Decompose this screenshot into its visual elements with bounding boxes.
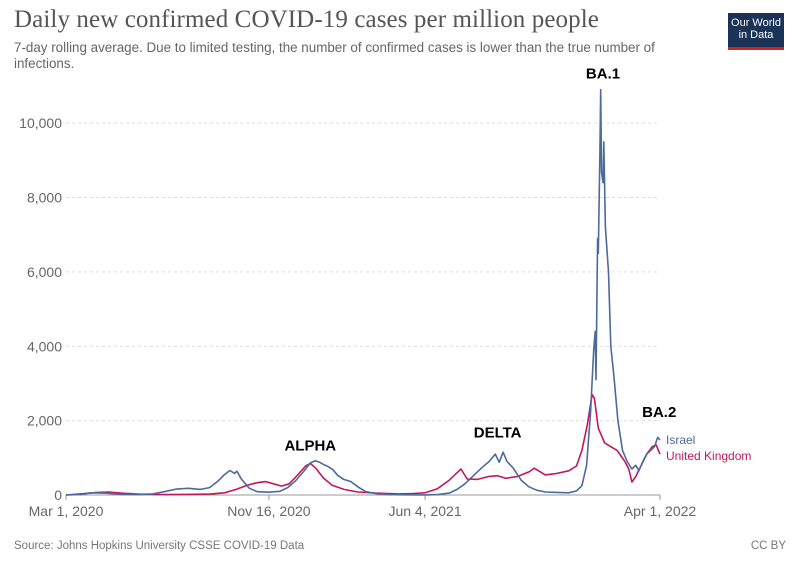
y-tick-label: 10,000 <box>19 115 62 131</box>
chart-subtitle: 7-day rolling average. Due to limited te… <box>14 40 655 71</box>
annotation-ba2: BA.2 <box>642 404 676 421</box>
logo-accent-bar <box>728 47 784 50</box>
owid-logo[interactable]: Our World in Data <box>728 13 784 50</box>
y-tick-label: 2,000 <box>27 413 62 429</box>
y-tick-label: 4,000 <box>27 338 62 354</box>
series-line-united-kingdom <box>65 393 661 496</box>
annotation-delta: DELTA <box>474 424 522 441</box>
x-tick-label: Mar 1, 2020 <box>29 503 104 519</box>
y-tick-label: 0 <box>54 487 62 503</box>
logo-line-2: in Data <box>738 29 774 41</box>
x-tick-label: Jun 4, 2021 <box>388 503 461 519</box>
series-line-israel <box>65 88 661 496</box>
y-tick-label: 6,000 <box>27 264 62 280</box>
chart-title: Daily new confirmed COVID-19 cases per m… <box>14 6 599 33</box>
x-tick-label: Apr 1, 2022 <box>624 503 697 519</box>
series-label-israel: Israel <box>666 433 695 447</box>
source-note[interactable]: Source: Johns Hopkins University CSSE CO… <box>14 540 305 552</box>
grid-lines <box>66 122 660 422</box>
logo-line-1: Our World <box>731 17 781 29</box>
series-label-united-kingdom: United Kingdom <box>666 449 751 463</box>
line-chart: 0 2,000 4,000 6,000 8,000 10,000 Mar 1, 2020 N… <box>19 66 751 519</box>
x-axis: Mar 1, 2020 Nov 16, 2020 Jun 4, 2021 Apr 1,… <box>29 494 697 519</box>
y-tick-label: 8,000 <box>27 190 62 206</box>
series-lines <box>65 88 661 496</box>
license-link[interactable]: CC BY <box>750 540 786 552</box>
annotations: ALPHA DELTA BA.1 BA.2 <box>284 66 676 455</box>
series-labels: Israel United Kingdom <box>666 433 751 463</box>
annotation-alpha: ALPHA <box>284 437 336 454</box>
x-tick-label: Nov 16, 2020 <box>227 503 310 519</box>
y-axis: 0 2,000 4,000 6,000 8,000 10,000 <box>19 115 62 503</box>
annotation-ba1: BA.1 <box>586 66 620 83</box>
